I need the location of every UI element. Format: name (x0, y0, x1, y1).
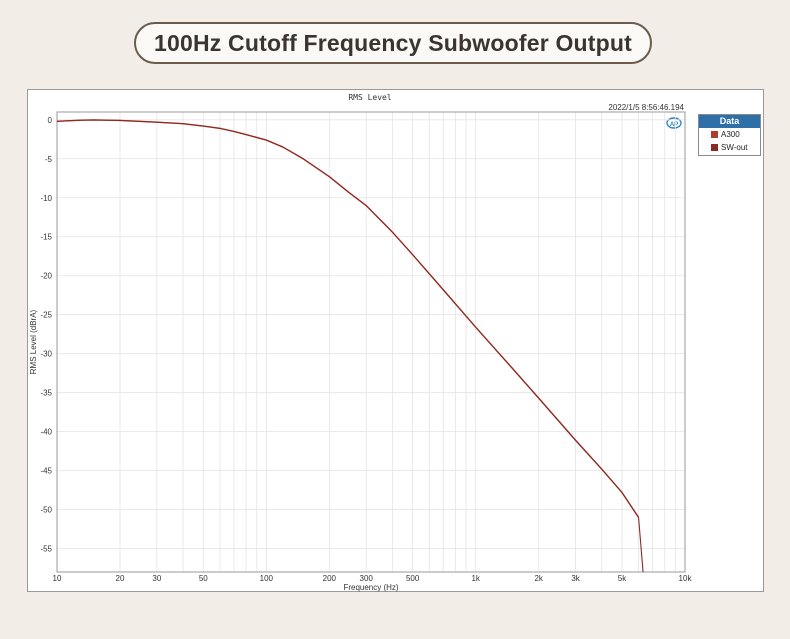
x-tick-label: 20 (116, 574, 125, 583)
x-tick-label: 10k (679, 574, 693, 583)
legend-swatch (711, 144, 718, 151)
title-banner: 100Hz Cutoff Frequency Subwoofer Output (134, 22, 652, 64)
legend-swatch (711, 131, 718, 138)
y-tick-label: -35 (40, 389, 52, 398)
y-axis: 0 -5 -10 -15 -20 -25 -30 -35 -40 -45 -50 -55 (40, 116, 52, 554)
y-tick-label: -55 (40, 545, 52, 554)
y-axis-label: RMS Level (dBrA) (29, 309, 38, 374)
grid (57, 112, 685, 572)
x-tick-label: 5k (618, 574, 627, 583)
chart-title: RMS Level (348, 93, 392, 102)
x-tick-label: 10 (53, 574, 62, 583)
x-tick-label: 500 (406, 574, 420, 583)
legend-title: Data (699, 115, 760, 128)
y-tick-label: -20 (40, 272, 52, 281)
chart-timestamp: 2022/1/5 8:56:46.194 (608, 103, 684, 112)
y-tick-label: -25 (40, 311, 52, 320)
series-line-a300 (57, 119, 640, 518)
banner-title: 100Hz Cutoff Frequency Subwoofer Output (153, 29, 633, 56)
y-tick-label: 0 (48, 116, 53, 125)
legend-label: A300 (721, 130, 740, 139)
legend-item-sw-out[interactable]: SW-out (699, 141, 760, 154)
y-tick-label: -15 (40, 233, 52, 242)
y-tick-label: -50 (40, 506, 52, 515)
y-tick-label: -5 (45, 155, 53, 164)
y-tick-label: -40 (40, 428, 52, 437)
ap-logo-icon: AP (666, 117, 682, 129)
x-tick-label: 1k (471, 574, 480, 583)
x-tick-label: 100 (260, 574, 274, 583)
svg-text:AP: AP (670, 122, 678, 128)
y-tick-label: -45 (40, 467, 52, 476)
x-tick-label: 3k (571, 574, 580, 583)
x-tick-label: 50 (199, 574, 208, 583)
x-axis: 10 20 30 50 100 200 300 500 1k 2k 3k 5k 10k (53, 574, 693, 583)
legend-label: SW-out (721, 143, 748, 152)
legend: Data A300 SW-out (698, 114, 761, 156)
series-line-sw-out (57, 119, 644, 572)
y-tick-label: -10 (40, 194, 52, 203)
x-axis-label: Frequency (Hz) (343, 583, 398, 592)
y-tick-label: -30 (40, 350, 52, 359)
series (57, 119, 644, 572)
plot-area (56, 111, 686, 573)
x-tick-label: 200 (323, 574, 337, 583)
x-tick-label: 300 (360, 574, 374, 583)
legend-item-a300[interactable]: A300 (699, 128, 760, 141)
chart-panel (27, 89, 764, 592)
x-tick-label: 30 (152, 574, 161, 583)
x-tick-label: 2k (534, 574, 543, 583)
